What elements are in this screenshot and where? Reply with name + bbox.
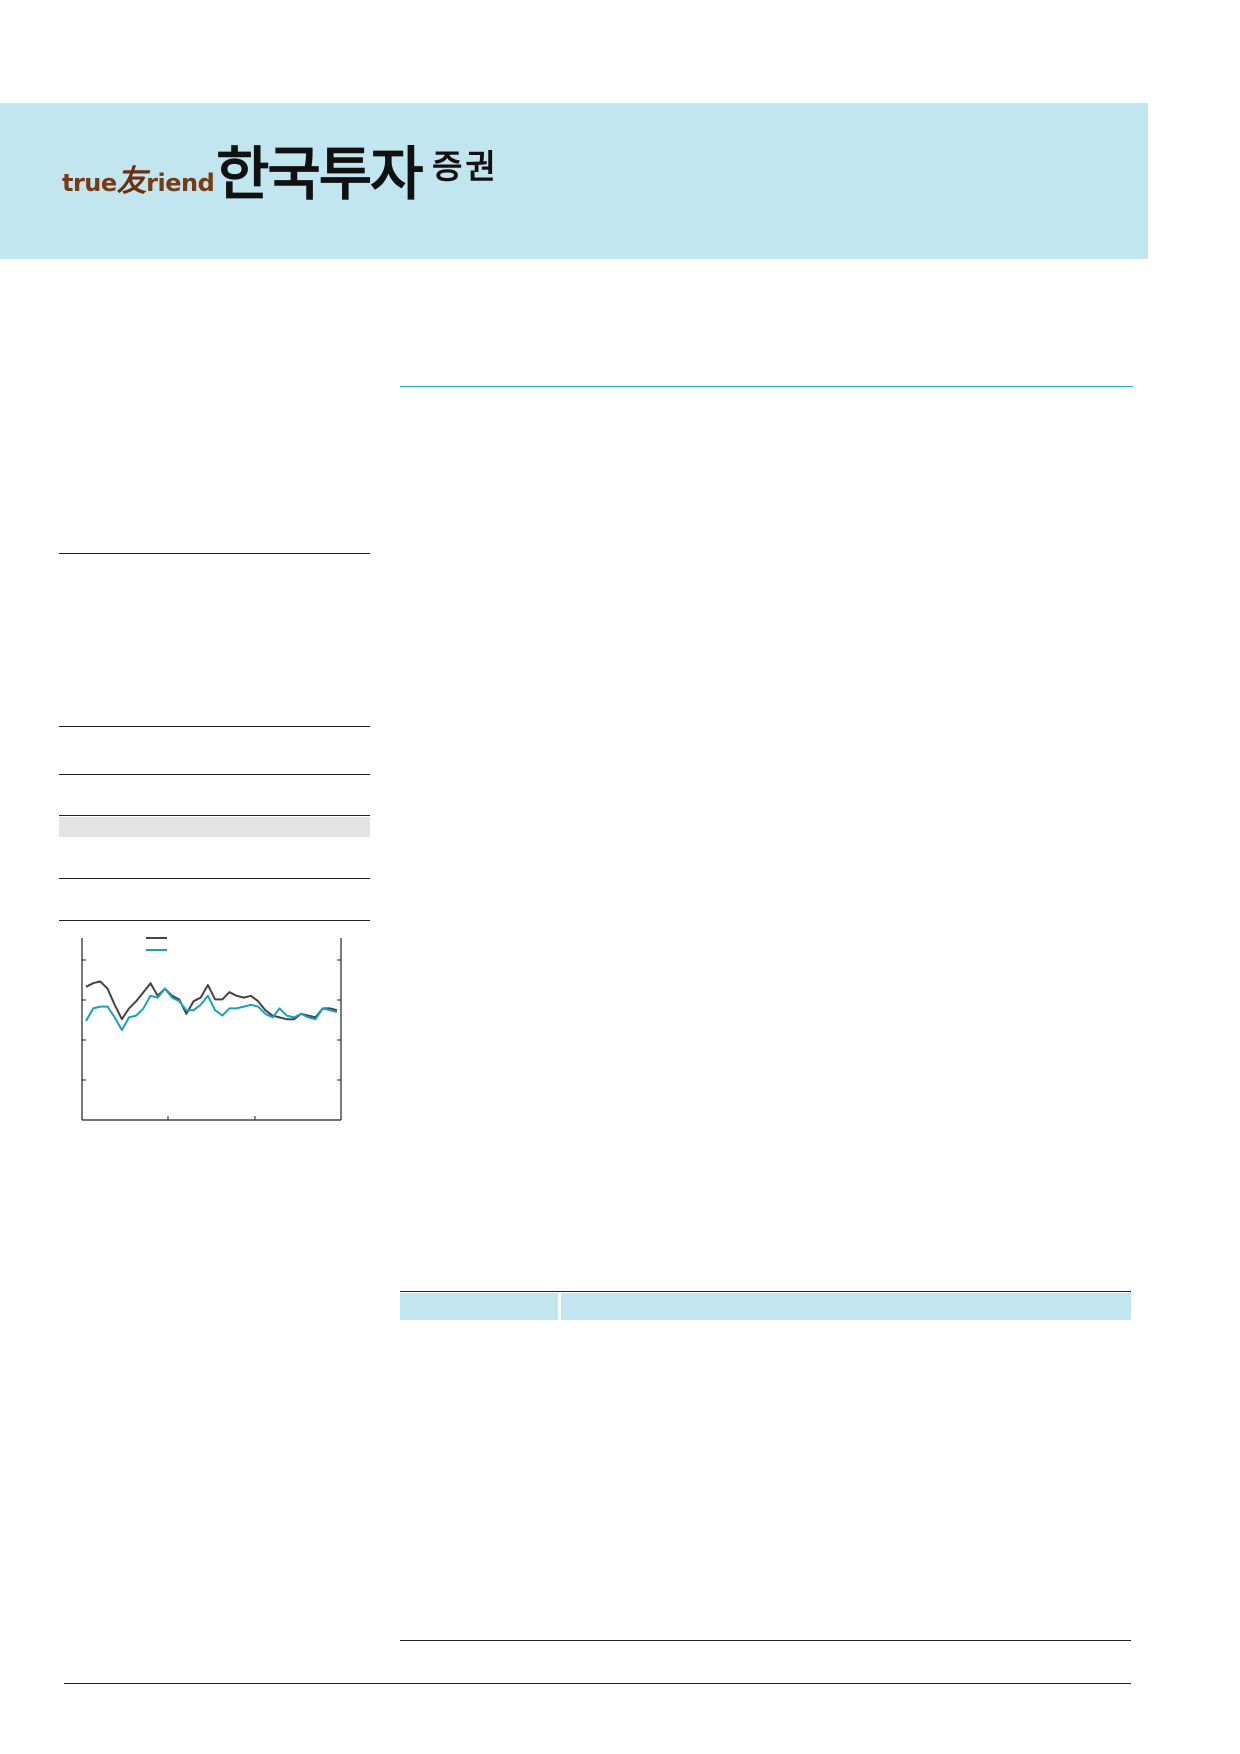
table-top-rule bbox=[400, 1291, 1131, 1292]
left-rule-3 bbox=[59, 774, 370, 775]
left-table-header-band bbox=[59, 817, 370, 837]
left-rule-2 bbox=[59, 726, 370, 727]
left-rule-4 bbox=[59, 815, 370, 816]
logo-latin-pre: true bbox=[62, 169, 117, 197]
footer-rule bbox=[64, 1683, 1131, 1684]
left-rule-5 bbox=[59, 878, 370, 879]
series-line-1 bbox=[85, 980, 338, 1021]
brand-logo-latin: true友riend bbox=[62, 156, 215, 200]
brand-logo-sub: 증권 bbox=[432, 147, 499, 186]
logo-latin-post: riend bbox=[146, 169, 215, 197]
header-band bbox=[0, 103, 1148, 259]
table-header-cell-2 bbox=[561, 1293, 1131, 1320]
left-rule-6 bbox=[59, 920, 370, 921]
chart-frame bbox=[81, 938, 342, 1121]
title-rule bbox=[400, 386, 1133, 387]
series-line-2 bbox=[85, 987, 338, 1031]
table-bottom-rule bbox=[400, 1640, 1131, 1641]
left-rule-1 bbox=[59, 553, 370, 554]
logo-latin-mark: 友 bbox=[116, 164, 147, 199]
brand-logo-main: 한국투자 bbox=[216, 140, 423, 208]
chart-legend bbox=[146, 937, 167, 951]
price-chart bbox=[81, 937, 342, 1121]
table-header-cell-1 bbox=[400, 1293, 558, 1320]
